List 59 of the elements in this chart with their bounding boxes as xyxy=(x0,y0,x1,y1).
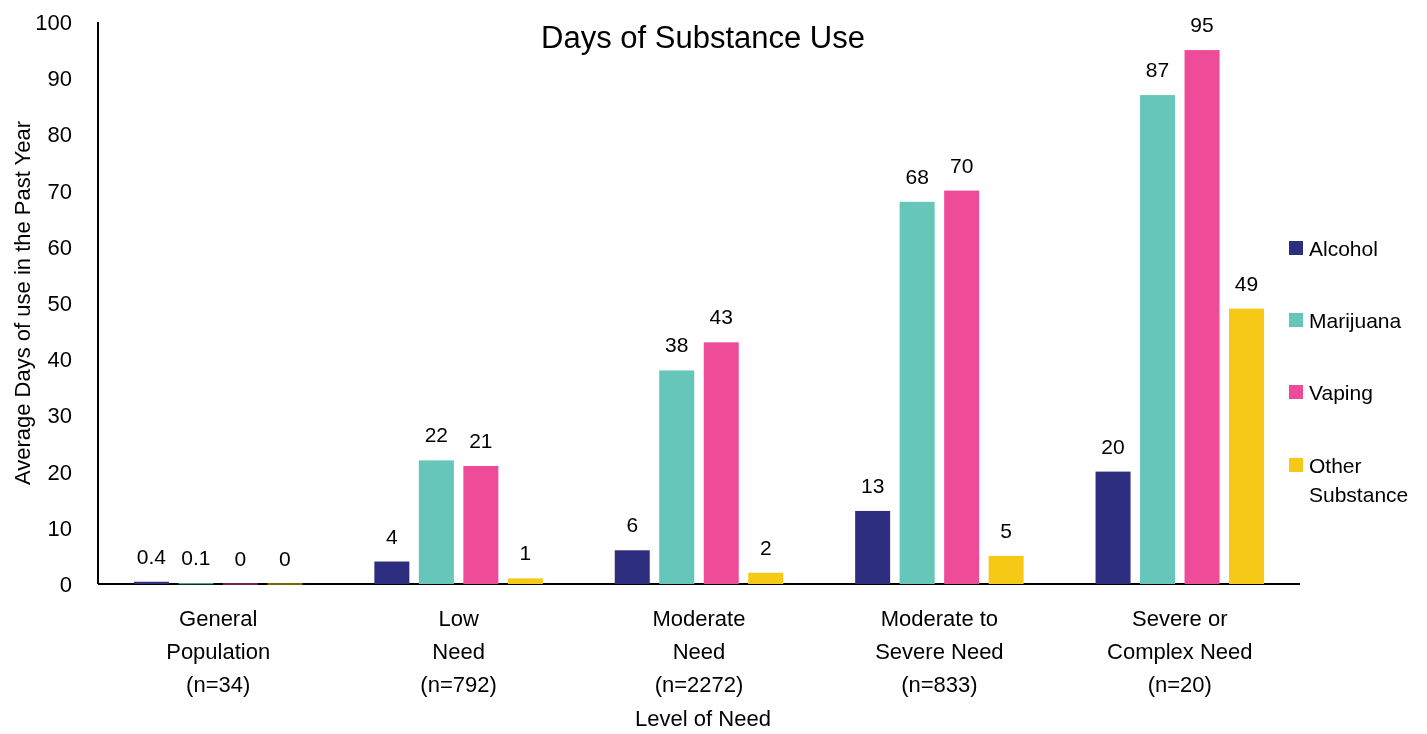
x-tick-label: General Population (n=34) xyxy=(166,606,271,697)
y-tick-label: 90 xyxy=(47,66,72,92)
bar xyxy=(899,201,935,584)
data-label: 5 xyxy=(1000,518,1012,542)
data-label: 49 xyxy=(1234,271,1259,295)
data-label: 4 xyxy=(386,524,399,548)
y-axis-title: Average Days of use in the Past Year xyxy=(10,120,35,486)
bar xyxy=(614,550,650,584)
data-label: 6 xyxy=(626,513,639,537)
bar xyxy=(418,460,454,584)
bar xyxy=(1095,471,1131,584)
x-axis-title: Level of Need xyxy=(635,706,771,731)
data-label: 21 xyxy=(469,428,493,452)
data-label: 20 xyxy=(1101,434,1125,458)
x-tick-label: Severe or Complex Need (n=20) xyxy=(1107,606,1253,697)
legend-label: Alcohol xyxy=(1309,237,1378,260)
bar xyxy=(374,561,410,584)
bar xyxy=(507,578,543,584)
legend-label: Marijuana xyxy=(1309,309,1402,332)
data-label: 2 xyxy=(759,535,772,559)
data-label: 68 xyxy=(905,164,929,188)
x-tick-label: Moderate to Severe Need (n=833) xyxy=(875,606,1004,697)
y-tick-label: 20 xyxy=(47,459,72,485)
data-label: 87 xyxy=(1145,58,1170,82)
y-tick-label: 0 xyxy=(59,572,72,597)
y-tick-label: 60 xyxy=(47,234,72,260)
y-tick-label: 70 xyxy=(47,178,72,204)
bar xyxy=(1229,308,1265,584)
legend-label: Vaping xyxy=(1309,381,1373,404)
data-label: 0 xyxy=(279,547,291,570)
y-tick-label: 30 xyxy=(47,403,72,429)
data-label: 22 xyxy=(424,423,449,447)
data-label: 70 xyxy=(949,153,974,177)
data-label: 38 xyxy=(665,333,689,357)
x-tick-label: Low Need (n=792) xyxy=(420,606,497,697)
bar xyxy=(855,510,891,584)
data-label: 43 xyxy=(709,305,733,329)
x-tick-label: Moderate Need (n=2272) xyxy=(652,606,746,697)
data-label: 95 xyxy=(1190,13,1214,37)
bar xyxy=(748,572,784,584)
y-tick-label: 40 xyxy=(47,347,72,373)
data-label: 0.4 xyxy=(136,544,167,568)
bar xyxy=(1140,95,1176,584)
bar xyxy=(703,342,739,584)
bar xyxy=(944,190,980,584)
legend-label: Other Substance xyxy=(1309,454,1409,506)
y-tick-label: 80 xyxy=(47,122,72,148)
bar xyxy=(988,555,1024,584)
y-tick-label: 100 xyxy=(35,10,72,35)
y-tick-label: 10 xyxy=(47,515,72,541)
data-label: 13 xyxy=(860,473,885,497)
chart-title: Days of Substance Use xyxy=(541,20,865,55)
data-label: 0.1 xyxy=(181,546,211,570)
y-tick-label: 50 xyxy=(47,291,72,316)
bar xyxy=(1184,50,1220,584)
data-label: 1 xyxy=(519,541,532,565)
bar xyxy=(659,370,695,584)
bar xyxy=(463,465,499,584)
data-label: 0 xyxy=(234,547,247,570)
